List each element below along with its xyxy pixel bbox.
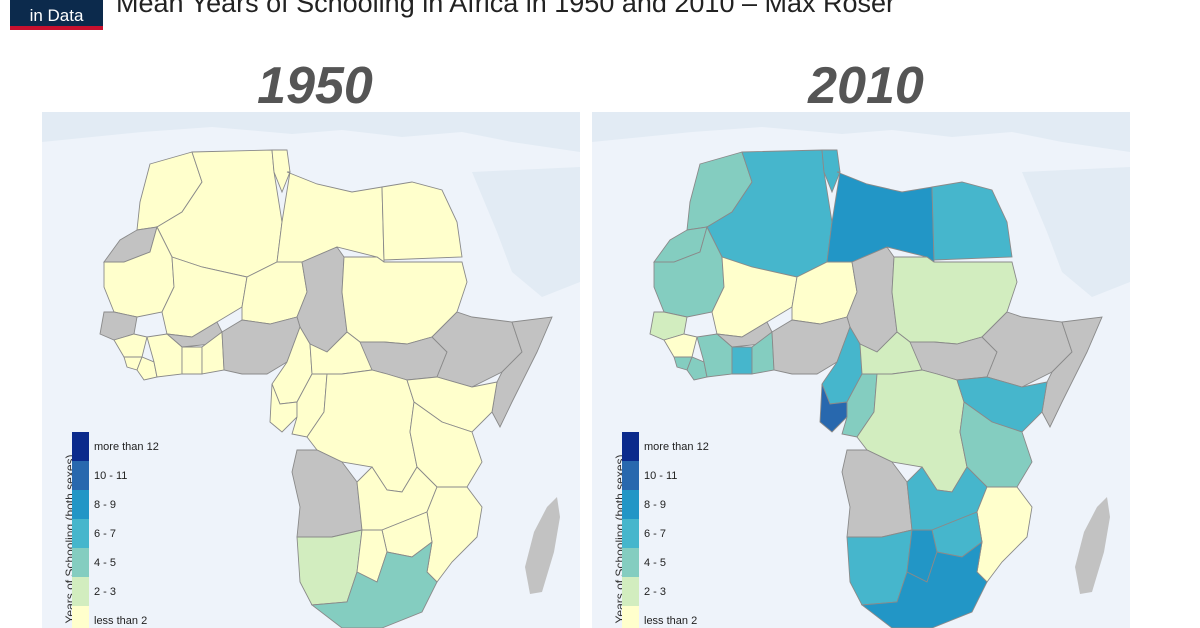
madagascar bbox=[525, 497, 560, 594]
legend-2010: Years of Schooling (both sexes) more tha… bbox=[592, 432, 792, 628]
africa-map-2010 bbox=[592, 112, 1130, 628]
country-guinea bbox=[663, 333, 698, 358]
legend-swatch-3 bbox=[72, 519, 89, 548]
legend-swatch-0 bbox=[72, 432, 89, 461]
legend-swatch-5 bbox=[622, 577, 639, 606]
country-south-africa bbox=[310, 540, 438, 628]
legend-swatch-2 bbox=[72, 490, 89, 519]
country-malawi-mozambique bbox=[426, 486, 483, 583]
country-egypt bbox=[381, 181, 463, 261]
legend-label-0: more than 12 bbox=[94, 441, 159, 453]
country-libya bbox=[826, 171, 935, 263]
map-panel-1950: Years of Schooling (both sexes) more tha… bbox=[42, 112, 580, 628]
legend-label-2: 8 - 9 bbox=[644, 499, 667, 511]
legend-label-3: 6 - 7 bbox=[644, 528, 667, 540]
country-egypt bbox=[931, 181, 1013, 261]
europe-landmass bbox=[42, 112, 580, 152]
our-world-in-data-logo[interactable]: in Data bbox=[10, 0, 103, 30]
legend-label-6: less than 2 bbox=[94, 615, 148, 627]
legend-swatch-0 bbox=[622, 432, 639, 461]
legend-swatch-1 bbox=[622, 461, 639, 490]
legend-label-6: less than 2 bbox=[644, 615, 698, 627]
legend-label-2: 8 - 9 bbox=[94, 499, 117, 511]
page-title: Mean Years of Schooling in Africa in 195… bbox=[116, 0, 896, 18]
madagascar bbox=[1075, 497, 1110, 594]
country-south-africa bbox=[860, 540, 988, 628]
logo-text: in Data bbox=[29, 6, 84, 25]
legend-label-4: 4 - 5 bbox=[644, 557, 667, 569]
map-panel-2010: Years of Schooling (both sexes) more tha… bbox=[592, 112, 1130, 628]
country-guinea bbox=[113, 333, 148, 358]
year-label-1950: 1950 bbox=[257, 57, 373, 115]
legend-label-1: 10 - 11 bbox=[94, 470, 128, 482]
country-tunisia bbox=[821, 149, 841, 194]
legend-label-0: more than 12 bbox=[644, 441, 709, 453]
country-ghana bbox=[731, 346, 753, 375]
legend-label-3: 6 - 7 bbox=[94, 528, 117, 540]
country-ghana bbox=[181, 346, 203, 375]
legend-label-5: 2 - 3 bbox=[94, 586, 117, 598]
country-tunisia bbox=[271, 149, 291, 194]
legend-swatch-6 bbox=[622, 606, 639, 628]
country-somalia bbox=[491, 316, 553, 428]
legend-swatch-1 bbox=[72, 461, 89, 490]
country-somalia bbox=[1041, 316, 1103, 428]
legend-1950: Years of Schooling (both sexes) more tha… bbox=[42, 432, 242, 628]
legend-swatch-4 bbox=[622, 548, 639, 577]
africa-map-1950 bbox=[42, 112, 580, 628]
middle-east-landmass bbox=[472, 167, 580, 297]
middle-east-landmass bbox=[1022, 167, 1130, 297]
legend-swatch-6 bbox=[72, 606, 89, 628]
legend-swatch-4 bbox=[72, 548, 89, 577]
europe-landmass bbox=[592, 112, 1130, 152]
legend-swatch-2 bbox=[622, 490, 639, 519]
year-label-2010: 2010 bbox=[808, 57, 924, 115]
legend-label-4: 4 - 5 bbox=[94, 557, 117, 569]
legend-swatch-5 bbox=[72, 577, 89, 606]
legend-label-5: 2 - 3 bbox=[644, 586, 667, 598]
country-malawi-mozambique bbox=[976, 486, 1033, 583]
legend-swatch-3 bbox=[622, 519, 639, 548]
country-libya bbox=[276, 171, 385, 263]
legend-label-1: 10 - 11 bbox=[644, 470, 678, 482]
